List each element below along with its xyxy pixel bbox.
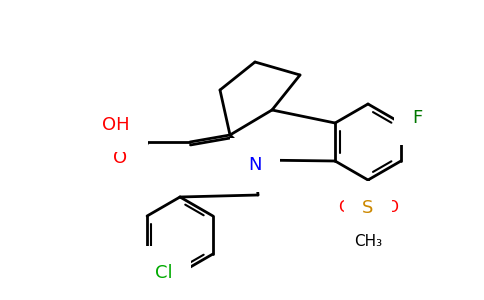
Text: OH: OH [102, 116, 130, 134]
Text: F: F [412, 109, 422, 127]
Text: O: O [338, 200, 350, 215]
Text: Cl: Cl [155, 264, 173, 282]
Text: CH₃: CH₃ [354, 233, 382, 248]
Text: O: O [386, 200, 398, 215]
Text: S: S [363, 199, 374, 217]
Text: O: O [113, 149, 127, 167]
Text: N: N [248, 156, 262, 174]
